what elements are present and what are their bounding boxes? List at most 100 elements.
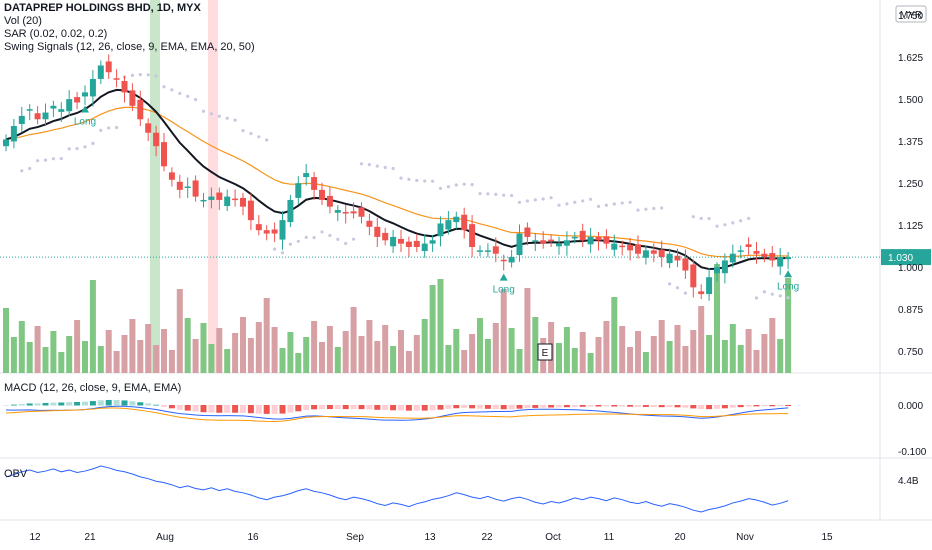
volume-bar [642,352,649,373]
candle-body [516,233,523,256]
volume-bar [635,331,641,373]
sar-dot [652,206,656,211]
volume-bar [89,280,96,373]
sar-dot [747,216,751,220]
sar-dot [265,138,269,142]
macd-histogram-bar [105,399,112,406]
volume-bar [603,321,610,373]
volume-bar [682,346,689,373]
macd-histogram-bar [3,405,9,406]
candle-body [492,246,499,254]
sar-dot [146,73,150,77]
macd-histogram-bar [524,405,531,409]
volume-bar [176,289,183,373]
volume-bar [240,317,246,373]
volume-bar [745,329,752,373]
macd-histogram-bar [477,405,483,409]
volume-bar [295,353,302,373]
time-tick-label: 21 [84,532,96,543]
volume-bar [398,330,404,373]
volume-bar [129,319,136,373]
last-price-text: 1.030 [888,253,913,264]
volume-bar [405,351,412,373]
macd-histogram-bar [366,405,373,410]
macd-label: MACD (12, 26, close, 9, EMA, EMA) [4,382,182,394]
macd-histogram-bar [611,405,618,407]
volume-bar [579,332,586,373]
volume-bar [477,318,483,373]
macd-histogram-bar [548,405,555,408]
time-tick-label: 16 [247,532,259,543]
macd-histogram-bar [176,405,183,410]
long-signal-label: Long [777,281,799,292]
macd-histogram-bar [516,405,523,409]
time-tick-label: Aug [156,532,174,543]
candle-body [477,250,483,252]
volume-bar [587,353,594,373]
sar-dot [170,88,174,92]
candle-body [326,195,333,207]
sar-dot [415,178,419,183]
macd-histogram-bar [603,405,610,407]
candle-body [319,189,325,200]
sar-dot [581,199,585,203]
macd-histogram-bar [413,405,420,411]
sar-dot [660,206,664,210]
sar-dot [194,98,198,102]
candle-body [161,142,167,167]
sar-dot [399,176,403,180]
candle-body [461,214,468,231]
volume-bar [714,264,720,373]
candle-body [698,291,705,295]
volume-bar [619,326,626,373]
signal-band-red [208,0,218,373]
sar-dot [280,251,285,255]
macd-histogram-bar [666,405,673,408]
candle-body [745,244,752,247]
indicator-sar: SAR (0.02, 0.02, 0.2) [4,28,108,40]
macd-histogram-bar [34,403,41,406]
candle-body [737,250,744,252]
volume-bar [390,346,397,373]
candle-body [603,236,610,244]
macd-histogram-bar [287,405,294,413]
time-tick-label: Oct [545,532,561,543]
volume-bar [319,342,325,373]
macd-line [5,405,789,421]
volume-bar [97,346,104,373]
volume-bar [374,341,381,373]
volume-bar [437,279,444,373]
macd-histogram-bar [74,402,81,406]
volume-bar [658,320,665,373]
candle-body [232,198,239,201]
candle-body [137,99,144,120]
macd-histogram-bar [445,405,452,409]
ema-fast-line [5,88,789,271]
price-tick-label: 0.750 [898,347,923,358]
price-tick-label: 1.750 [898,11,923,22]
candle-body [279,220,286,240]
macd-histogram-bar [161,405,167,407]
sar-dot [541,197,545,201]
sar-dot [383,165,387,170]
macd-histogram-bar [398,405,404,411]
volume-bar [508,328,515,373]
candle-body [540,240,547,244]
macd-histogram-bar [303,405,310,410]
sar-dot [209,112,213,116]
macd-histogram-bar [208,405,215,413]
sar-dot [668,282,672,286]
sar-dot [691,215,695,219]
volume-bar [350,307,357,373]
sar-dot [391,166,395,171]
candle-body [405,241,412,247]
sar-dot [186,94,190,98]
candle-body [50,105,57,109]
sar-dot [604,203,609,207]
sar-dot [91,141,95,145]
macd-histogram-bar [82,401,88,406]
macd-histogram-bar [192,405,199,412]
macd-histogram-bar [42,403,49,406]
volume-bar [366,320,373,373]
